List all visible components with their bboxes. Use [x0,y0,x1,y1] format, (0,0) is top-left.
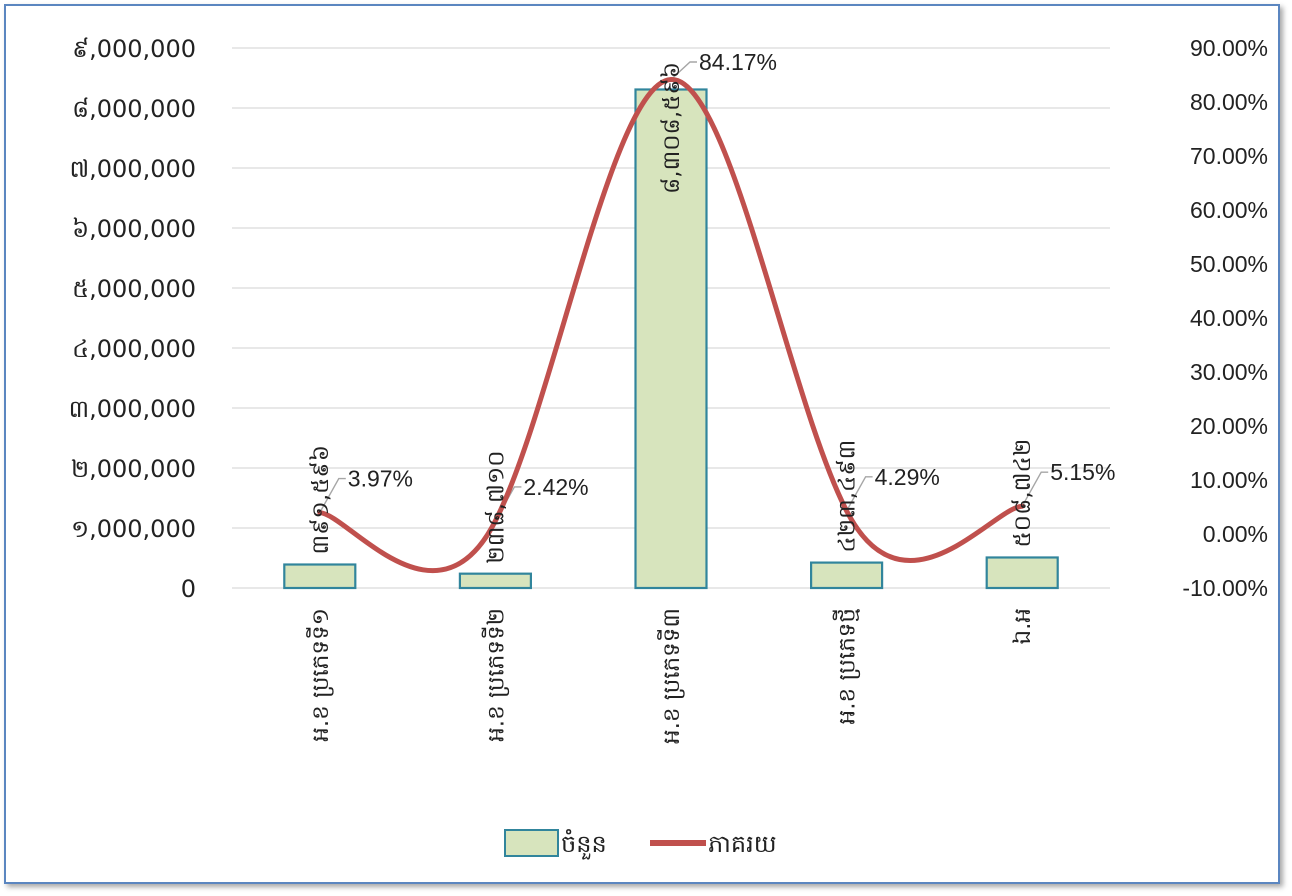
y-right-tick-label: 50.00% [1190,251,1268,277]
y-left-tick-label: ២,000,000 [71,455,196,483]
line-data-label: 4.29% [875,464,940,490]
y-left-tick-label: 0 [181,575,196,603]
data-label-leader [1021,471,1049,507]
line-data-label: 5.15% [1050,459,1115,485]
y-left-tick-label: ៧,000,000 [69,155,196,183]
y-right-tick-label: 90.00% [1190,35,1268,61]
y-right-tick-label: 30.00% [1190,359,1268,385]
y-left-tick-label: ៣,000,000 [69,395,196,423]
bar-data-label: ៣៩១,៥៩៦ [308,445,334,555]
line-data-label: 2.42% [523,474,588,500]
y-left-tick-label: ៦,000,000 [72,215,196,243]
x-category-label: អ.ខ ប្រភេទទី៣ [657,608,685,744]
data-label-leader [845,476,873,512]
bar [809,561,884,590]
bar [634,88,708,590]
x-category-label: អ.ខ ប្រភេទទី១ [306,608,334,742]
y-left-tick-label: ៨,000,000 [72,95,196,123]
legend-swatch-count [504,829,559,857]
bar [458,572,532,590]
bar-data-label: ៥០៨,៧៤២ [1010,439,1036,548]
x-category-label: អ.ខ ប្រភេទទី២ [481,608,509,742]
line-data-label: 84.17% [699,49,777,75]
x-category-label: អ.ខ ប្រភេទថ្មី [833,608,861,724]
y-left-tick-label: ៩,000,000 [72,35,196,63]
y-left-tick-label: ៥,000,000 [72,275,196,303]
data-label-leader [319,477,346,513]
y-right-tick-label: 0.00% [1203,521,1268,547]
legend: ចំនួន ភាគរយ [504,829,777,860]
y-right-tick-label: 80.00% [1190,89,1268,115]
bar-data-label: ២៣៨,៧១០ [483,450,509,563]
y-right-tick-label: 70.00% [1190,143,1268,169]
bar-data-label: ៤២៣,៤៩៣ [835,440,861,553]
y-left-tick-label: ៤,000,000 [72,335,196,363]
y-left-tick-label: ១,000,000 [71,515,196,543]
data-label-leader [670,61,697,80]
y-right-tick-label: 60.00% [1190,197,1268,223]
y-right-tick-label: 10.00% [1190,467,1268,493]
bar-data-label: ៨,៣០៨,៥៩៦ [659,62,685,194]
y-right-tick-label: -10.00% [1182,575,1268,601]
y-right-tick-label: 20.00% [1190,413,1268,439]
line-data-label: 3.97% [348,466,413,492]
legend-label-percent: ភាគរយ [708,830,777,858]
bar [283,563,357,590]
x-category-label: ឯ.អ [1010,608,1036,645]
y-right-tick-label: 40.00% [1190,305,1268,331]
legend-label-count: ចំនួន [561,829,607,860]
line-series-percent [317,76,1025,574]
bar [985,556,1059,590]
